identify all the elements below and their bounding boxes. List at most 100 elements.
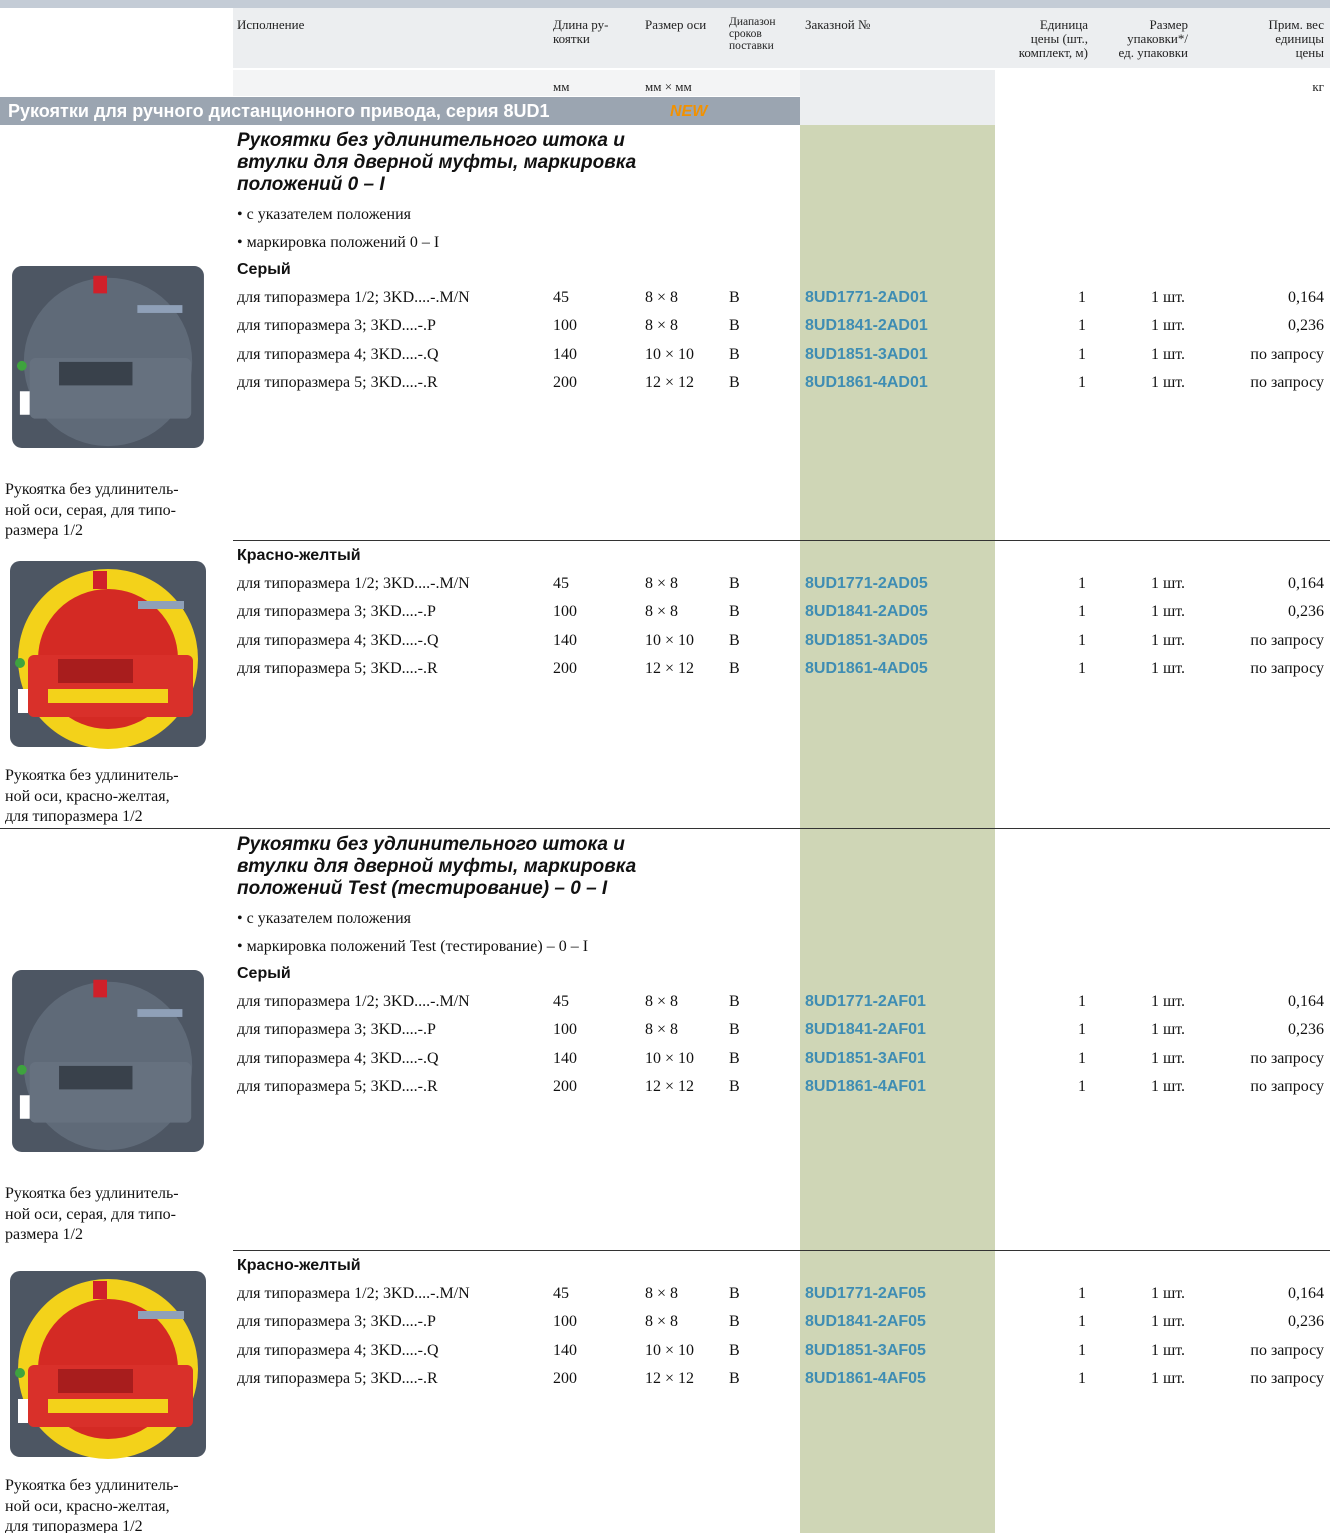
divider (233, 1250, 1330, 1251)
table-cell: для типоразмера 3; 3KD....-.P (237, 1021, 436, 1039)
group-title: Рукоятки без удлинительного штока и (237, 130, 625, 151)
order-number: 8UD1771-2AF01 (805, 993, 926, 1010)
table-cell: 1 шт. (1150, 345, 1186, 363)
table-cell: B (729, 1341, 740, 1359)
table-cell: 100 (553, 1313, 577, 1331)
order-number: 8UD1841-2AD05 (805, 603, 928, 621)
table-cell: 100 (553, 1021, 577, 1039)
table-cell: 0,164 (1288, 575, 1324, 592)
table-cell: 140 (553, 1341, 577, 1359)
table-cell: 0,164 (1288, 1285, 1324, 1302)
image-caption: размера 1/2 (5, 522, 83, 539)
table-cell: 1 (1078, 993, 1086, 1010)
table-cell: 12 × 12 (645, 1370, 695, 1388)
group-title: положений 0 – I (237, 174, 385, 195)
bullet: • маркировка положений 0 – I (237, 234, 440, 251)
product-image (10, 561, 206, 749)
table-cell: 0,164 (1288, 993, 1324, 1010)
product-image (10, 1271, 206, 1459)
table-cell: 1 (1078, 1285, 1086, 1302)
table-cell: для типоразмера 1/2; 3KD....-.M/N (237, 575, 470, 592)
image-caption: ной оси, серая, для типо- (5, 501, 176, 519)
table-cell: 1 шт. (1150, 660, 1186, 678)
table-cell: 8 × 8 (645, 575, 679, 592)
column-header: Размер (1149, 17, 1188, 32)
table-cell: 8 × 8 (645, 603, 679, 621)
table-cell: 1 (1078, 1370, 1086, 1388)
table-cell: 200 (553, 1078, 577, 1096)
table-cell: B (729, 289, 740, 306)
table-cell: 1 (1078, 317, 1086, 335)
table-cell: B (729, 1021, 740, 1039)
column-header: поставки (729, 40, 774, 52)
order-number: 8UD1861-4AD01 (805, 374, 928, 392)
table-cell: B (729, 993, 740, 1010)
order-number: 8UD1771-2AF05 (805, 1285, 926, 1302)
table-cell: 1 шт. (1150, 603, 1186, 621)
table-cell: для типоразмера 3; 3KD....-.P (237, 1313, 436, 1331)
table-cell: 1 (1078, 374, 1086, 392)
order-number: 8UD1851-3AF01 (805, 1049, 926, 1067)
bullet: • маркировка положений Test (тестировани… (237, 938, 589, 955)
column-unit: кг (1312, 79, 1324, 94)
table-cell: B (729, 1313, 740, 1331)
column-header: цены (шт., (1030, 31, 1088, 46)
divider (0, 828, 1330, 829)
table-cell: для типоразмера 5; 3KD....-.R (237, 1370, 438, 1388)
table-cell: 1 (1078, 575, 1086, 592)
table-cell: B (729, 345, 740, 363)
order-number: 8UD1771-2AD05 (805, 575, 928, 592)
table-cell: для типоразмера 1/2; 3KD....-.M/N (237, 1285, 470, 1302)
table-cell: 1 шт. (1150, 1049, 1186, 1067)
units-bg (233, 70, 800, 96)
table-cell: B (729, 1078, 740, 1096)
table-cell: 1 (1078, 631, 1086, 649)
group-title: втулки для дверной муфты, маркировка (237, 856, 637, 877)
column-header: Единица (1039, 17, 1088, 32)
group-title: положений Test (тестирование) – 0 – I (237, 878, 608, 899)
table-cell: для типоразмера 5; 3KD....-.R (237, 660, 438, 678)
table-cell: 45 (553, 1285, 569, 1302)
table-cell: по запросу (1250, 1078, 1324, 1096)
table-cell: B (729, 603, 740, 621)
table-cell: 1 шт. (1150, 1341, 1186, 1359)
table-cell: для типоразмера 5; 3KD....-.R (237, 1078, 438, 1096)
table-cell: 1 (1078, 1049, 1086, 1067)
table-cell: 1 (1078, 289, 1086, 306)
table-cell: B (729, 575, 740, 592)
column-header: Размер оси (645, 17, 707, 32)
table-cell: B (729, 660, 740, 678)
column-header: Заказной № (805, 17, 871, 32)
table-cell: 1 шт. (1150, 289, 1186, 306)
table-cell: 1 (1078, 603, 1086, 621)
image-caption: Рукоятка без удлинитель- (5, 481, 179, 498)
table-cell: 200 (553, 1370, 577, 1388)
order-number: 8UD1841-2AF05 (805, 1313, 926, 1331)
table-cell: 8 × 8 (645, 1021, 679, 1039)
table-cell: для типоразмера 3; 3KD....-.P (237, 603, 436, 621)
order-number: 8UD1841-2AD01 (805, 317, 928, 335)
table-cell: B (729, 317, 740, 335)
product-image (12, 969, 204, 1153)
table-cell: 12 × 12 (645, 1078, 695, 1096)
table-cell: 1 шт. (1150, 317, 1186, 335)
table-cell: 0,236 (1288, 603, 1324, 621)
table-cell: по запросу (1250, 1049, 1324, 1067)
table-cell: 0,236 (1288, 1021, 1324, 1039)
column-header: ед. упаковки (1118, 45, 1188, 60)
table-cell: 1 шт. (1150, 1370, 1186, 1388)
top-bar (0, 0, 1330, 8)
table-cell: по запросу (1250, 631, 1324, 649)
table-cell: для типоразмера 5; 3KD....-.R (237, 374, 438, 392)
column-header: Исполнение (237, 17, 305, 32)
order-number: 8UD1851-3AF05 (805, 1341, 926, 1359)
order-number: 8UD1861-4AD05 (805, 660, 928, 678)
table-cell: 12 × 12 (645, 660, 695, 678)
table-cell: 45 (553, 993, 569, 1010)
image-caption: ной оси, серая, для типо- (5, 1205, 176, 1223)
table-cell: для типоразмера 3; 3KD....-.P (237, 317, 436, 335)
table-cell: 100 (553, 317, 577, 335)
table-cell: 1 (1078, 660, 1086, 678)
column-header: коятки (553, 31, 590, 46)
